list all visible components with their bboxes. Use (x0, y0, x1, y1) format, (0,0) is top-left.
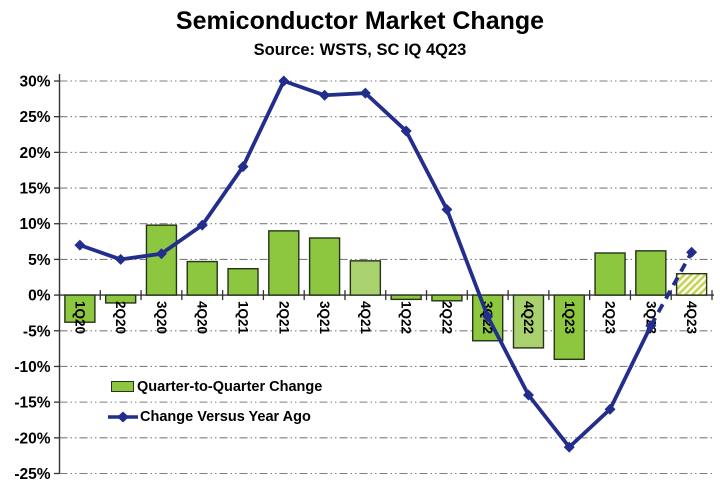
line-series-marker-icon (108, 411, 138, 423)
x-axis-label-1Q20: 1Q20 (72, 301, 87, 334)
bar-1Q23 (553, 294, 585, 361)
legend-item-bar: Quarter-to-Quarter Change (108, 376, 322, 397)
point-4Q21 (359, 87, 371, 99)
legend-line-label: Change Versus Year Ago (140, 408, 311, 425)
y-axis-label-5%: 5% (28, 252, 51, 269)
point-3Q22 (482, 311, 494, 322)
point-2Q20 (115, 253, 127, 265)
bar-1Q22 (390, 294, 422, 301)
y-axis-label-15%: 15% (19, 181, 50, 198)
bar-1Q20 (64, 294, 96, 323)
point-3Q20 (155, 248, 167, 260)
y-axis-label-20%: 20% (19, 145, 50, 162)
bar-series-swatch-icon (111, 381, 134, 392)
bar-2Q23 (594, 252, 626, 296)
point-2Q22 (441, 203, 453, 215)
bar-4Q21 (349, 260, 382, 296)
bar-3Q23 (635, 250, 667, 296)
y-axis-label-25%: 25% (19, 109, 50, 126)
bar-3Q20 (145, 224, 178, 296)
y-axis-label-30%: 30% (19, 74, 50, 91)
y-axis-label--20%: -20% (14, 430, 50, 447)
bar-4Q22 (512, 294, 545, 349)
y-axis-label--15%: -15% (14, 395, 50, 412)
point-4Q20 (196, 219, 208, 231)
y-axis-label-10%: 10% (19, 216, 50, 233)
bar-3Q21 (308, 237, 341, 296)
legend: Quarter-to-Quarter Change Change Versus … (108, 376, 322, 436)
x-axis-label-2Q21: 2Q21 (276, 301, 291, 335)
point-1Q20 (74, 239, 86, 251)
x-axis-label-1Q22: 1Q22 (399, 301, 414, 334)
point-3Q23 (645, 320, 657, 332)
legend-item-line: Change Versus Year Ago (108, 406, 322, 427)
point-4Q23 (686, 246, 698, 258)
bar-4Q20 (186, 260, 218, 296)
point-2Q21 (278, 75, 290, 87)
x-axis-label-3Q20: 3Q20 (154, 301, 169, 334)
x-axis-label-1Q23: 1Q23 (562, 301, 577, 335)
x-axis-label-2Q23: 2Q23 (603, 301, 618, 335)
bar-2Q20 (104, 294, 137, 304)
point-2Q23 (604, 403, 616, 415)
point-3Q21 (319, 89, 331, 101)
x-axis-label-4Q20: 4Q20 (195, 301, 210, 334)
x-axis-label-4Q21: 4Q21 (358, 301, 373, 335)
x-axis-label-4Q22: 4Q22 (521, 301, 536, 334)
chart-title: Semiconductor Market Change (175, 7, 545, 35)
x-axis-label-1Q21: 1Q21 (236, 301, 251, 335)
point-4Q22 (522, 389, 534, 401)
line-forecast-dashed-segment (649, 251, 694, 327)
y-axis-label--5%: -5% (23, 323, 51, 340)
bar-1Q21 (227, 267, 259, 296)
point-1Q22 (400, 125, 412, 137)
point-1Q21 (237, 161, 249, 173)
y-axis-label--10%: -10% (14, 359, 50, 376)
bar-2Q22 (431, 294, 463, 302)
x-axis-label-4Q23: 4Q23 (684, 301, 699, 335)
x-axis-label-3Q21: 3Q21 (317, 301, 332, 335)
x-axis-label-2Q20: 2Q20 (113, 301, 128, 334)
y-axis-label-0%: 0% (28, 288, 51, 305)
point-1Q23 (563, 441, 575, 453)
y-axis-label--25%: -25% (14, 466, 50, 483)
x-axis-label-2Q22: 2Q22 (439, 301, 454, 334)
chart-subtitle: Source: WSTS, SC IQ 4Q23 (253, 41, 467, 59)
legend-bar-label: Quarter-to-Quarter Change (137, 378, 323, 395)
bar-2Q21 (268, 230, 300, 296)
bar-4Q23 (675, 272, 708, 296)
